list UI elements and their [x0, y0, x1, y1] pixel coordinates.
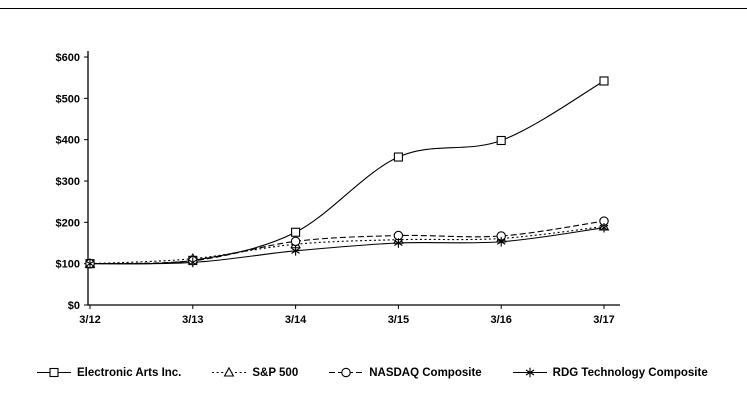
svg-text:$500: $500: [56, 93, 80, 105]
svg-text:3/14: 3/14: [285, 314, 307, 326]
square-marker-icon: [37, 367, 71, 378]
svg-text:$300: $300: [56, 176, 80, 188]
svg-text:$400: $400: [56, 135, 80, 147]
legend-label-sp500: S&P 500: [252, 366, 299, 379]
svg-text:3/17: 3/17: [593, 314, 614, 326]
svg-text:$600: $600: [56, 52, 80, 64]
legend-item-nasdaq-composite: NASDAQ Composite: [328, 366, 482, 379]
svg-text:$100: $100: [56, 259, 80, 271]
legend-item-electronic-arts: Electronic Arts Inc.: [36, 366, 181, 379]
triangle-marker-icon: [212, 366, 247, 377]
svg-text:3/16: 3/16: [490, 314, 511, 326]
svg-text:3/15: 3/15: [388, 314, 409, 326]
svg-text:3/13: 3/13: [182, 314, 203, 326]
svg-text:3/12: 3/12: [79, 314, 100, 326]
top-divider-rule: [0, 8, 747, 9]
legend-item-sp500: S&P 500: [211, 366, 298, 379]
circle-marker-icon: [329, 367, 364, 378]
svg-text:$200: $200: [56, 217, 80, 229]
chart-legend: Electronic Arts Inc. S&P 500 NASDAQ Comp…: [36, 366, 736, 379]
legend-label-electronic-arts: Electronic Arts Inc.: [77, 366, 182, 379]
asterisk-marker-icon: [512, 367, 547, 378]
performance-line-chart: $0 $100 $200 $300 $400 $500 $600 3/12 3/13 3/14 3/…: [56, 51, 620, 326]
svg-text:$0: $0: [68, 300, 80, 312]
legend-label-nasdaq-composite: NASDAQ Composite: [369, 366, 482, 379]
legend-item-rdg-technology-composite: RDG Technology Composite: [512, 366, 708, 379]
legend-label-rdg-technology-composite: RDG Technology Composite: [552, 366, 708, 379]
